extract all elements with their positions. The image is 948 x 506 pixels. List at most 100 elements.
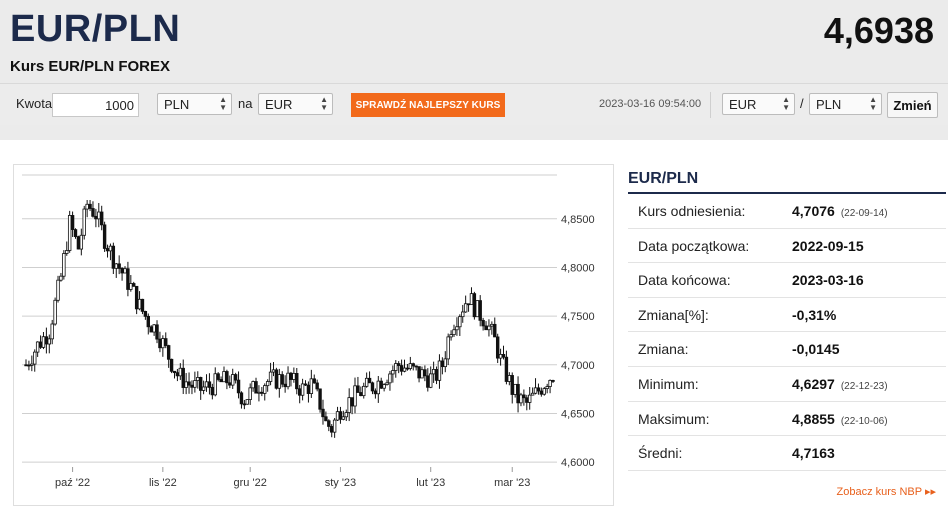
candle-body [370,382,375,392]
candle-body [335,411,340,421]
stat-label: Data końcowa: [638,272,731,289]
stat-label: Zmiana: [638,341,689,358]
candle-body [251,381,255,389]
candle-body [478,300,482,321]
candle-body [152,324,156,333]
candle-body [161,338,165,349]
y-tick-label: 4,7500 [561,311,595,323]
price-chart: 4,6000 4,6500 4,7000 4,7500 4,8000 4,8500 paź… [13,164,614,506]
candle-body [47,338,51,345]
to-currency-select[interactable]: EUR ▲ ▼ [258,93,333,115]
candle-body [353,385,357,407]
y-tick-label: 4,7000 [561,360,595,372]
candle-body [65,250,69,254]
candle-body [178,367,183,377]
candle-body [388,373,392,384]
candle-body [114,263,118,269]
candle-body [82,208,86,236]
candle-body [24,364,28,367]
pair-quote-value: PLN [816,97,842,112]
stat-number: 4,6297 [792,375,835,392]
candle-body [484,325,488,331]
candle-body [399,365,404,372]
candle-body [242,403,247,406]
candle-body [309,378,314,394]
candle-body [286,372,290,388]
stat-row: Data końcowa: 2023-03-16 [628,263,946,298]
candle-body [123,268,127,274]
candle-body [463,303,468,313]
x-tick-label: gru '22 [234,477,267,489]
candle-body [53,299,57,325]
candle-body [525,397,529,403]
pair-base-value: EUR [729,97,757,112]
candle-body [207,381,212,388]
candle-body [495,336,500,359]
candle-body [446,336,450,360]
candle-body [120,268,124,274]
candle-body [30,363,34,366]
candle-body [414,365,418,368]
converter-bar: Kwota PLN ▲▼ na EUR ▲▼ SPRAWDŹ NAJLEPSZY… [0,83,948,125]
best-rate-button[interactable]: SPRAWDŹ NAJLEPSZY KURS [351,93,505,117]
candle-body [434,369,439,381]
candle-body [79,234,84,250]
stat-row: Zmiana: -0,0145 [628,332,946,367]
candle-body [181,367,185,388]
candle-body [94,215,98,220]
pair-quote-select[interactable]: PLN ▲ ▼ [809,93,882,115]
amount-input[interactable] [52,93,139,117]
candle-body [268,371,273,382]
candle-body [184,381,188,388]
x-tick-label: mar '23 [494,477,530,489]
chart-svg: 4,6000 4,6500 4,7000 4,7500 4,8000 4,8500 paź… [22,174,595,489]
x-tick-label: sty '23 [325,477,356,489]
candle-body [76,236,81,250]
candle-body [437,360,442,381]
page-header: EUR/PLN 4,6938 Kurs EUR/PLN FOREX [0,0,948,80]
candle-body [449,334,453,338]
candle-body [44,336,49,345]
select-arrows-icon: ▲ ▼ [320,95,328,112]
candle-body [198,377,203,391]
candle-body [379,380,383,389]
candle-body [85,203,89,210]
candle-body [324,416,328,422]
candle-body [359,392,363,397]
candle-body [411,363,415,367]
candle-body [498,353,503,359]
candle-body [423,369,427,377]
change-pair-button[interactable]: Zmień [887,92,938,118]
candle-body [321,408,325,418]
x-tick-label: lis '22 [149,477,177,489]
candle-body [429,373,433,388]
nbp-rate-link[interactable]: Zobacz kurs NBP ▸▸ [836,486,936,498]
select-arrows-icon: ▲ ▼ [782,95,790,112]
pair-slash: / [800,96,804,111]
candle-body [169,358,174,372]
candle-body [469,293,474,305]
candle-body [297,388,302,396]
candle-body [481,319,485,327]
candle-body [408,363,413,369]
stat-value: -0,31% [792,307,842,323]
candle-body [501,353,506,358]
y-tick-label: 4,6000 [561,457,595,469]
candle-body [38,341,43,348]
from-currency-select[interactable]: PLN ▲ ▼ [157,93,232,115]
candle-body [312,378,316,384]
candle-body [41,336,46,348]
candle-body [91,208,95,217]
candle-body [105,248,110,252]
candle-body [62,253,66,277]
candle-body [254,381,258,394]
candle-body [289,372,293,380]
pair-base-select[interactable]: EUR ▲ ▼ [722,93,795,115]
candle-body [27,364,31,367]
stat-date: (22-09-14) [840,208,888,219]
candle-body [228,382,232,386]
candle-body [452,329,456,336]
stat-row: Średni: 4,7163 [628,436,946,471]
stat-number: -0,0145 [792,341,840,358]
candle-body [376,380,381,395]
